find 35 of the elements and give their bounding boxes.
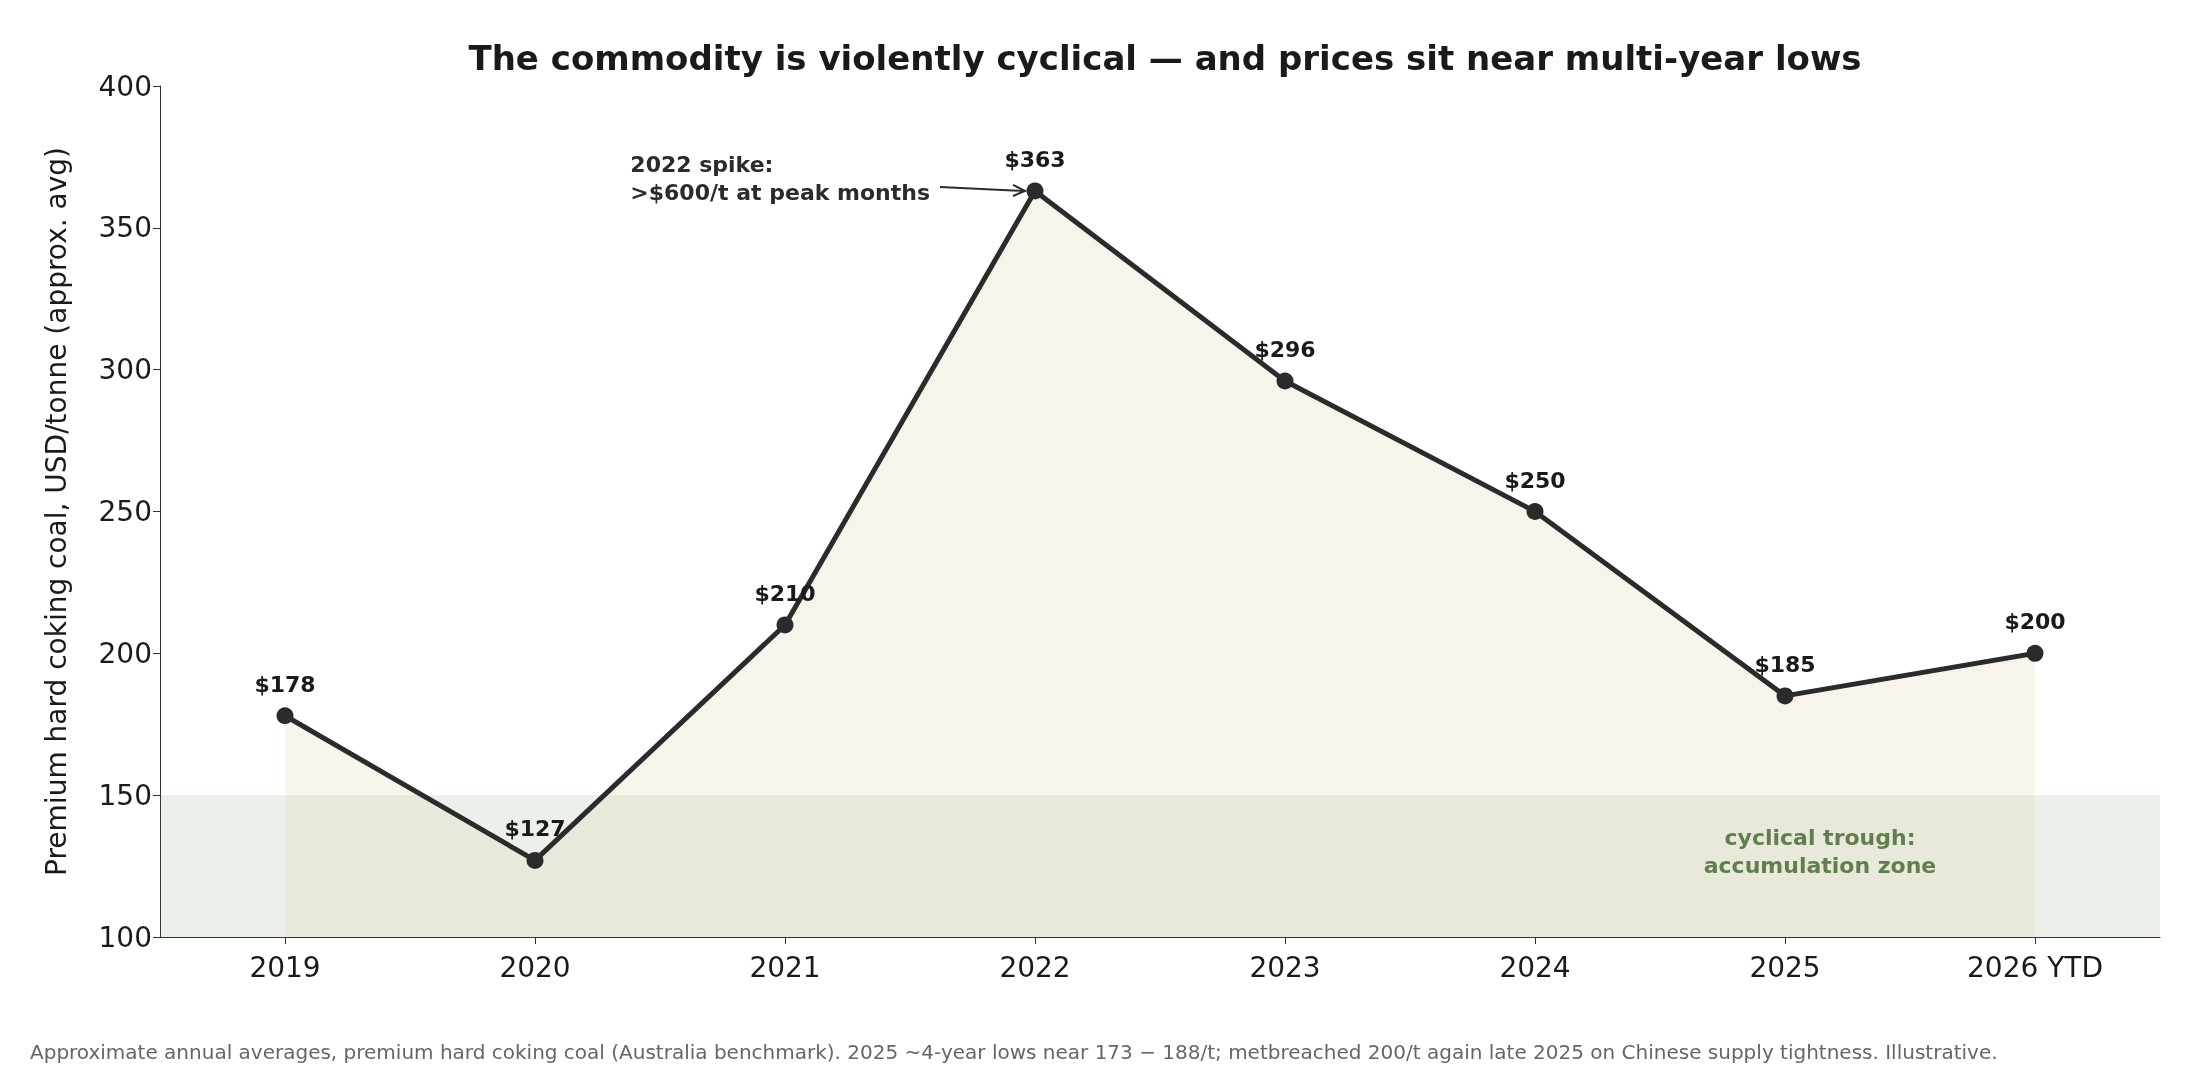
y-tick-label: 250 (98, 495, 152, 528)
x-tick-label: 2022 (999, 950, 1071, 984)
data-label: $363 (1004, 146, 1066, 172)
y-axis-title: Premium hard coking coal, USD/tonne (approx. avg) (39, 147, 73, 876)
y-tick-label: 350 (98, 211, 152, 245)
y-tick-label: 300 (98, 353, 152, 387)
band-label: cyclical trough: accumulation zone (1703, 825, 1937, 879)
point (1526, 503, 1544, 520)
y-tick-label: 150 (98, 778, 152, 812)
point (1776, 687, 1794, 705)
data-label: $178 (254, 671, 316, 697)
y-tick-label: 400 (98, 69, 152, 103)
y-tick-label: 100 (98, 920, 152, 954)
x-tick-label: 2019 (249, 950, 321, 984)
point (776, 616, 794, 634)
data-label: $296 (1254, 337, 1316, 363)
data-label: $250 (1504, 467, 1566, 493)
y-tick-label: 200 (98, 636, 152, 670)
x-tick-label: 2023 (1249, 950, 1321, 984)
point (1276, 372, 1294, 390)
x-tick-label: 2021 (749, 950, 821, 984)
x-tick-label: 2026 YTD (1967, 950, 2103, 984)
x-tick-label: 2020 (499, 950, 571, 984)
x-tick-label: 2024 (1499, 950, 1571, 984)
chart-title: The commodity is violently cyclical — and prices sit near multi-year lows (468, 38, 1862, 78)
point (1026, 182, 1044, 200)
annotation: 2022 spike: >$600/t at peak months (630, 152, 931, 206)
point (276, 707, 294, 725)
data-label: $185 (1754, 651, 1816, 677)
data-label: $200 (2004, 609, 2066, 635)
text: Approximate annual averages, premium hard coking coal (Australia benchmark). 2025 ~4-year lows near 173 − 188/t; metbreached 200/t again late 2025 on Chinese supply tightness. Illustrative. (30, 1040, 1998, 1064)
data-label: $127 (504, 816, 566, 842)
x-tick-label: 2025 (1749, 950, 1821, 984)
point (526, 851, 544, 869)
point (2026, 644, 2044, 662)
